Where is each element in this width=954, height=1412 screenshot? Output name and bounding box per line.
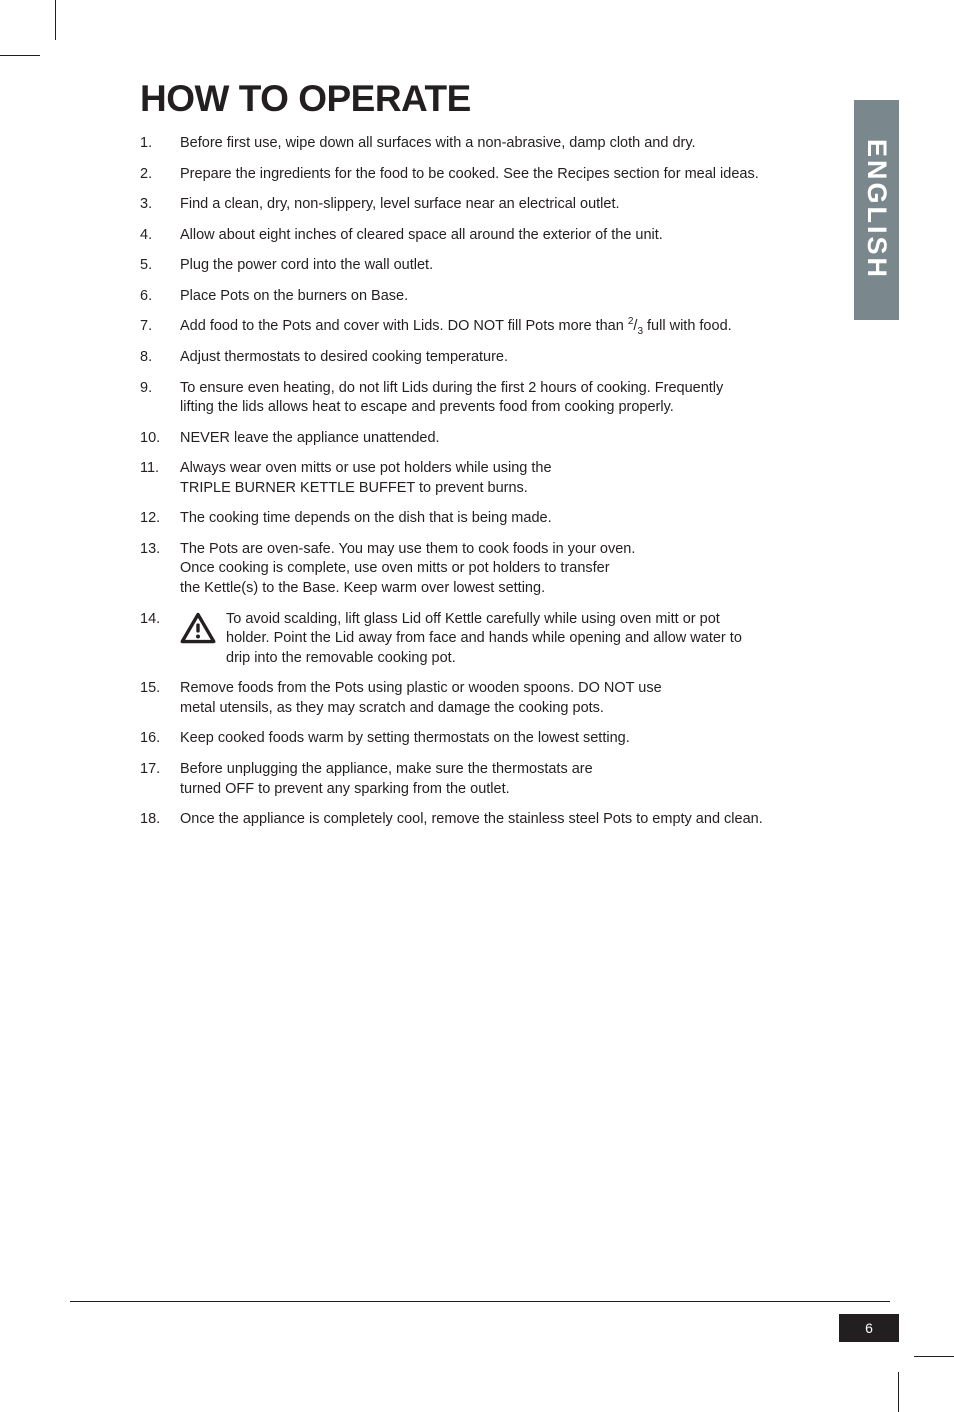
item-text: The Pots are oven-safe. You may use them…: [180, 540, 840, 599]
item-number: 9.: [140, 379, 180, 418]
item-number: 18.: [140, 810, 180, 830]
instruction-item: 4.Allow about eight inches of cleared sp…: [140, 226, 840, 246]
item-number: 17.: [140, 760, 180, 799]
item-number: 11.: [140, 459, 180, 498]
item-text-body: To avoid scalding, lift glass Lid off Ke…: [226, 610, 742, 669]
item-number: 12.: [140, 509, 180, 529]
item-number: 6.: [140, 287, 180, 307]
item-text: Prepare the ingredients for the food to …: [180, 165, 840, 185]
item-text: Remove foods from the Pots using plastic…: [180, 679, 840, 718]
page-title: HOW TO OPERATE: [140, 78, 840, 120]
item-number: 1.: [140, 134, 180, 154]
item-text: Before unplugging the appliance, make su…: [180, 760, 840, 799]
language-tab-label: ENGLISH: [861, 139, 892, 280]
item-number: 2.: [140, 165, 180, 185]
instruction-item: 15.Remove foods from the Pots using plas…: [140, 679, 840, 718]
item-number: 16.: [140, 729, 180, 749]
item-number: 8.: [140, 348, 180, 368]
warning-icon: [180, 612, 216, 644]
instruction-item: 18.Once the appliance is completely cool…: [140, 810, 840, 830]
instruction-item: 13.The Pots are oven-safe. You may use t…: [140, 540, 840, 599]
instruction-item: 5.Plug the power cord into the wall outl…: [140, 256, 840, 276]
content-area: HOW TO OPERATE 1.Before first use, wipe …: [140, 78, 840, 841]
item-number: 7.: [140, 317, 180, 337]
crop-mark: [0, 55, 40, 56]
crop-mark: [914, 1356, 954, 1357]
item-number: 13.: [140, 540, 180, 599]
instruction-list: 1.Before first use, wipe down all surfac…: [140, 134, 840, 830]
instruction-item: 6.Place Pots on the burners on Base.: [140, 287, 840, 307]
item-text: Keep cooked foods warm by setting thermo…: [180, 729, 840, 749]
item-text: Plug the power cord into the wall outlet…: [180, 256, 840, 276]
item-text: Add food to the Pots and cover with Lids…: [180, 317, 840, 337]
item-text: The cooking time depends on the dish tha…: [180, 509, 840, 529]
item-number: 10.: [140, 429, 180, 449]
item-text: Before first use, wipe down all surfaces…: [180, 134, 840, 154]
item-text: NEVER leave the appliance unattended.: [180, 429, 840, 449]
warning-icon-wrapper: [180, 612, 216, 644]
instruction-item: 7.Add food to the Pots and cover with Li…: [140, 317, 840, 337]
item-text: To ensure even heating, do not lift Lids…: [180, 379, 840, 418]
instruction-item: 17.Before unplugging the appliance, make…: [140, 760, 840, 799]
item-text: To avoid scalding, lift glass Lid off Ke…: [180, 610, 840, 669]
item-number: 5.: [140, 256, 180, 276]
language-tab: ENGLISH: [854, 100, 899, 320]
page-number-value: 6: [865, 1320, 873, 1336]
item-text: Adjust thermostats to desired cooking te…: [180, 348, 840, 368]
page: ENGLISH HOW TO OPERATE 1.Before first us…: [0, 0, 954, 1412]
item-number: 14.: [140, 610, 180, 669]
instruction-item: 12.The cooking time depends on the dish …: [140, 509, 840, 529]
item-number: 3.: [140, 195, 180, 215]
item-text: Find a clean, dry, non-slippery, level s…: [180, 195, 840, 215]
instruction-item: 1.Before first use, wipe down all surfac…: [140, 134, 840, 154]
item-text: Place Pots on the burners on Base.: [180, 287, 840, 307]
footer-rule: [70, 1301, 890, 1302]
instruction-item: 11.Always wear oven mitts or use pot hol…: [140, 459, 840, 498]
item-text: Once the appliance is completely cool, r…: [180, 810, 840, 830]
instruction-item: 9.To ensure even heating, do not lift Li…: [140, 379, 840, 418]
page-number: 6: [839, 1314, 899, 1342]
instruction-item: 8.Adjust thermostats to desired cooking …: [140, 348, 840, 368]
crop-mark: [55, 0, 56, 40]
instruction-item: 3.Find a clean, dry, non-slippery, level…: [140, 195, 840, 215]
item-text: Allow about eight inches of cleared spac…: [180, 226, 840, 246]
instruction-item: 14. To avoid scalding, lift glass Lid of…: [140, 610, 840, 669]
instruction-item: 16.Keep cooked foods warm by setting the…: [140, 729, 840, 749]
instruction-item: 2.Prepare the ingredients for the food t…: [140, 165, 840, 185]
item-text: Always wear oven mitts or use pot holder…: [180, 459, 840, 498]
item-number: 4.: [140, 226, 180, 246]
crop-mark: [898, 1372, 899, 1412]
instruction-item: 10.NEVER leave the appliance unattended.: [140, 429, 840, 449]
item-number: 15.: [140, 679, 180, 718]
